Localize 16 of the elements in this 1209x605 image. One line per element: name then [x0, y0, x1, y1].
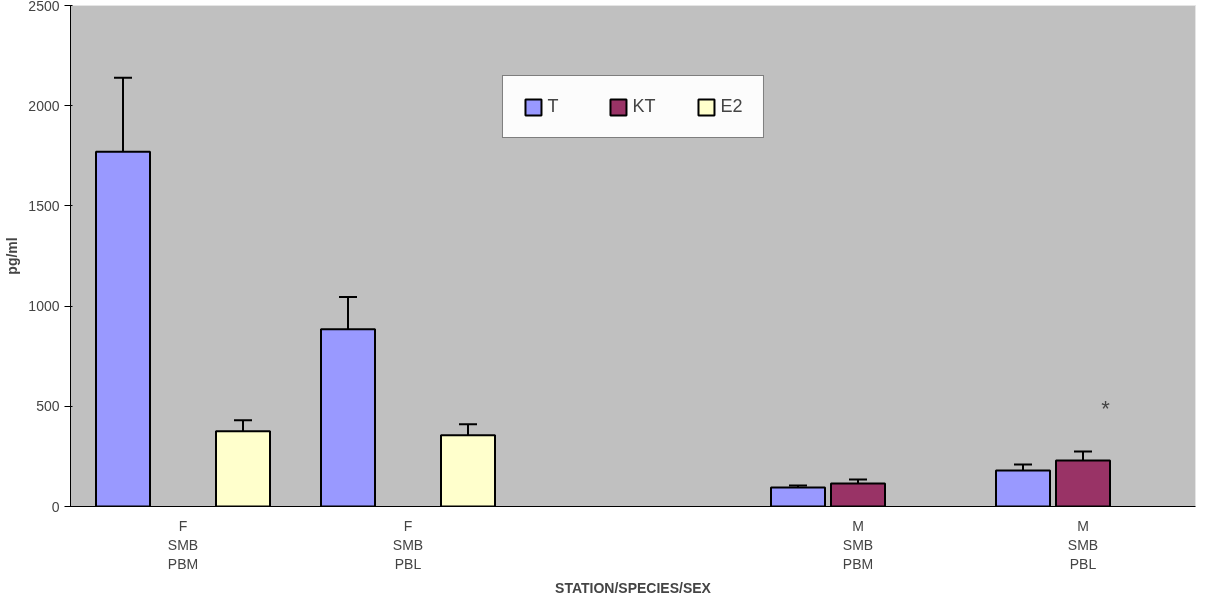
y-tick-label: 2000 [28, 97, 60, 114]
y-axis-title: pg/ml [4, 237, 21, 275]
x-tick-label: M SMB PBL [1067, 517, 1099, 572]
y-tick-label: 500 [36, 398, 60, 415]
legend-label: T [547, 96, 560, 117]
x-tick-label: M SMB PBM [842, 517, 874, 572]
annotation: * [1101, 396, 1111, 422]
y-tick-label: 0 [51, 498, 60, 515]
x-tick-label: F SMB PBM [167, 517, 199, 572]
legend-label: E2 [720, 96, 743, 117]
y-tick-label: 1000 [28, 298, 60, 315]
y-tick-label: 1500 [28, 197, 60, 214]
legend-label: KT [632, 96, 656, 117]
x-axis-title: STATION/SPECIES/SEX [555, 579, 712, 596]
x-tick-label: F SMB PBL [392, 517, 424, 572]
y-tick-label: 2500 [28, 0, 60, 14]
